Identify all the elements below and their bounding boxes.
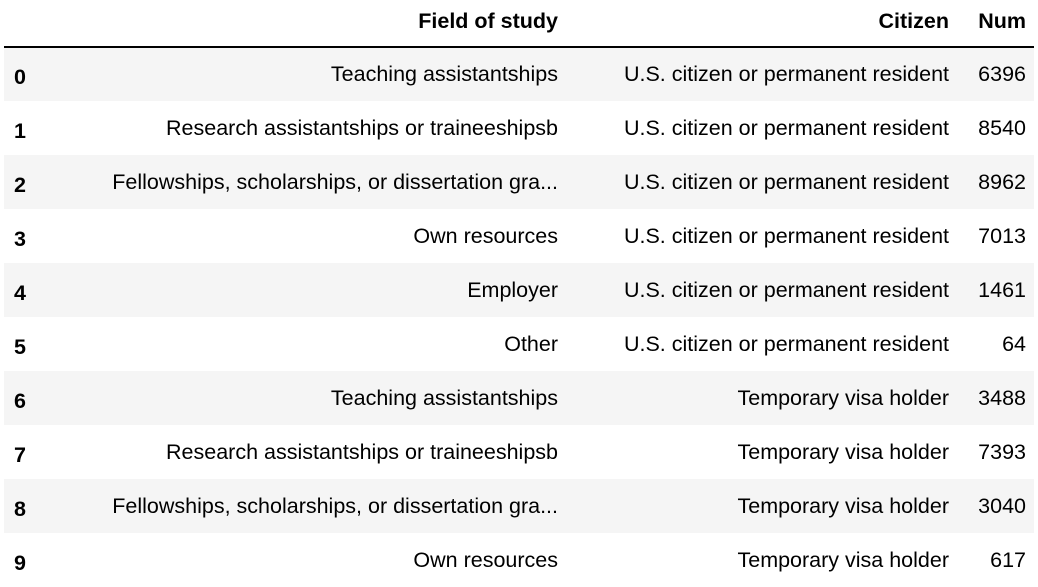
table-row: 0 Teaching assistantships U.S. citizen o…	[4, 47, 1034, 101]
cell-field-of-study: Own resources	[413, 547, 558, 572]
row-index: 7	[14, 442, 26, 467]
table-body: 0 Teaching assistantships U.S. citizen o…	[4, 47, 1034, 587]
cell-num: 617	[990, 547, 1026, 572]
cell-num: 6396	[978, 62, 1026, 86]
table-header: Field of study Citizen Num	[4, 0, 1034, 48]
row-index: 9	[14, 550, 26, 575]
table-row: 7 Research assistantships or traineeship…	[4, 425, 1034, 479]
header-row: Field of study Citizen Num	[4, 0, 1034, 48]
row-index: 3	[14, 226, 26, 251]
row-index: 0	[14, 65, 26, 89]
cell-field-of-study: Teaching assistantships	[330, 385, 558, 410]
header-field-of-study: Field of study	[44, 0, 566, 48]
row-index: 6	[14, 388, 26, 413]
table-row: 4 Employer U.S. citizen or permanent res…	[4, 263, 1034, 317]
cell-num: 3488	[978, 385, 1026, 410]
cell-citizen: U.S. citizen or permanent resident	[623, 115, 949, 140]
header-num: Num	[957, 0, 1034, 48]
header-citizen: Citizen	[566, 0, 957, 48]
row-index: 4	[14, 280, 26, 305]
table-row: 2 Fellowships, scholarships, or disserta…	[4, 155, 1034, 209]
cell-field-of-study: Employer	[467, 277, 558, 302]
header-index	[4, 0, 44, 48]
cell-num: 7393	[978, 439, 1026, 464]
row-index: 8	[14, 496, 26, 521]
dataframe-table: Field of study Citizen Num 0 Teaching as…	[4, 0, 1034, 587]
row-index: 2	[14, 172, 26, 197]
cell-citizen: U.S. citizen or permanent resident	[623, 62, 949, 86]
table-row: 9 Own resources Temporary visa holder 61…	[4, 533, 1034, 587]
cell-citizen: Temporary visa holder	[737, 547, 949, 572]
cell-num: 1461	[978, 277, 1026, 302]
table-row: 3 Own resources U.S. citizen or permanen…	[4, 209, 1034, 263]
cell-citizen: Temporary visa holder	[737, 385, 949, 410]
cell-num: 8962	[978, 169, 1026, 194]
cell-field-of-study: Teaching assistantships	[330, 62, 558, 86]
cell-num: 64	[1002, 331, 1026, 356]
cell-num: 7013	[978, 223, 1026, 248]
cell-citizen: U.S. citizen or permanent resident	[623, 169, 949, 194]
cell-citizen: U.S. citizen or permanent resident	[623, 223, 949, 248]
cell-citizen: U.S. citizen or permanent resident	[623, 277, 949, 302]
cell-field-of-study: Research assistantships or traineeshipsb	[166, 115, 558, 140]
cell-citizen: Temporary visa holder	[737, 493, 949, 518]
cell-field-of-study: Research assistantships or traineeshipsb	[166, 439, 558, 464]
cell-citizen: Temporary visa holder	[737, 439, 949, 464]
cell-num: 3040	[978, 493, 1026, 518]
table-row: 8 Fellowships, scholarships, or disserta…	[4, 479, 1034, 533]
cell-field-of-study: Fellowships, scholarships, or dissertati…	[112, 493, 558, 518]
cell-citizen: U.S. citizen or permanent resident	[623, 331, 949, 356]
cell-num: 8540	[978, 115, 1026, 140]
cell-field-of-study: Fellowships, scholarships, or dissertati…	[112, 169, 558, 194]
table-row: 5 Other U.S. citizen or permanent reside…	[4, 317, 1034, 371]
row-index: 5	[14, 334, 26, 359]
cell-field-of-study: Other	[504, 331, 558, 356]
table-row: 6 Teaching assistantships Temporary visa…	[4, 371, 1034, 425]
table-row: 1 Research assistantships or traineeship…	[4, 101, 1034, 155]
row-index: 1	[14, 118, 26, 143]
cell-field-of-study: Own resources	[413, 223, 558, 248]
